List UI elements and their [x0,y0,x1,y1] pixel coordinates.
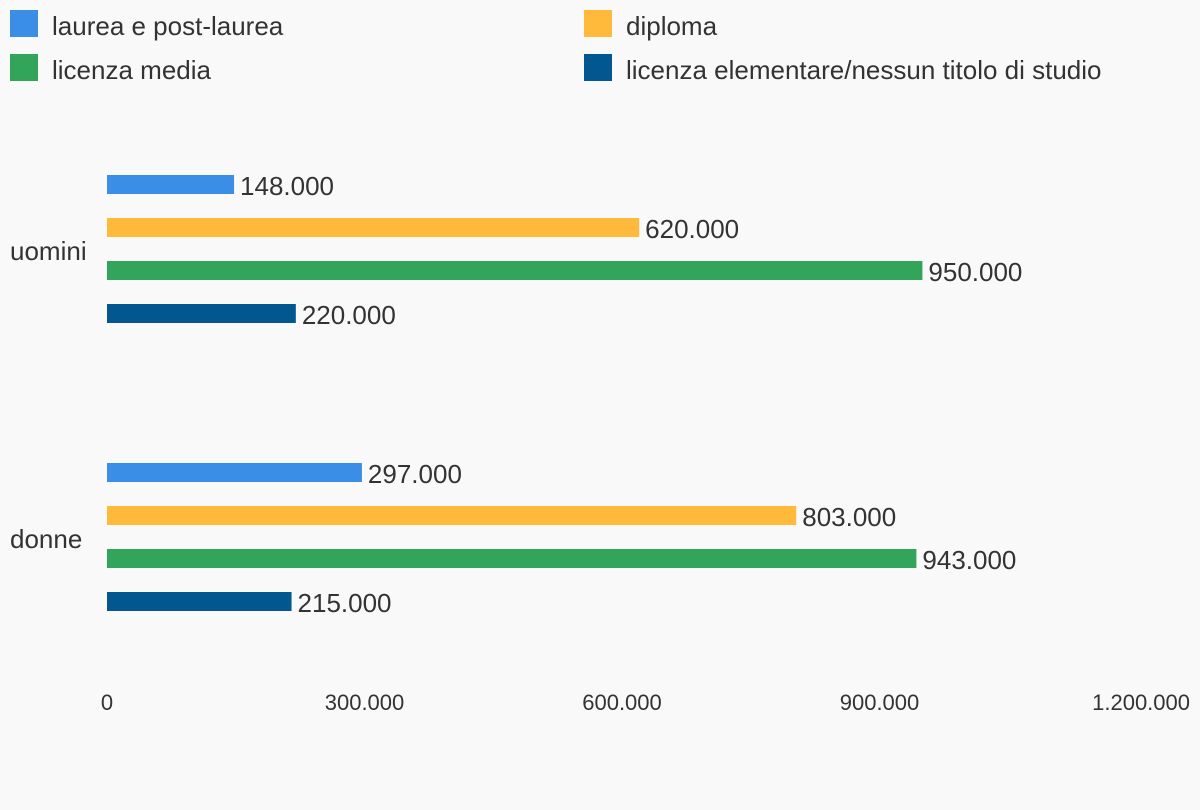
data-label: 215.000 [298,588,392,618]
category-label: donne [10,524,82,554]
legend-item: licenza elementare/nessun titolo di stud… [584,54,1102,85]
data-label: 220.000 [302,300,396,330]
legend-label: laurea e post-laurea [52,11,284,41]
legend-swatch [584,10,612,37]
x-tick-label: 0 [101,690,113,715]
legend-swatch [10,54,38,81]
category-label: uomini [10,236,87,266]
data-label: 943.000 [922,545,1016,575]
x-tick-label: 900.000 [840,690,920,715]
bars [107,175,923,611]
category-labels: uomini donne [10,236,87,554]
legend-label: diploma [626,11,718,41]
x-axis: 0 300.000 600.000 900.000 1.200.000 [101,690,1190,715]
bar [107,506,797,525]
legend: laurea e post-laurea diploma licenza media… [10,10,1102,85]
value-labels: 148.000 620.000 950.000 220.000 297.000 803.0… [240,171,1022,618]
bar [107,218,640,237]
bar [107,304,296,323]
legend-swatch [584,54,612,81]
legend-label: licenza media [52,55,212,85]
x-tick-label: 300.000 [325,690,405,715]
bar [107,549,917,568]
data-label: 620.000 [645,214,739,244]
bar [107,175,235,194]
bar [107,261,923,280]
bar [107,592,292,611]
legend-item: laurea e post-laurea [10,10,284,41]
legend-item: licenza media [10,54,212,85]
legend-label: licenza elementare/nessun titolo di stud… [626,55,1102,85]
bar [107,463,362,482]
data-label: 297.000 [368,459,462,489]
legend-swatch [10,10,38,37]
x-tick-label: 1.200.000 [1092,690,1190,715]
x-tick-label: 600.000 [582,690,662,715]
data-label: 950.000 [928,257,1022,287]
data-label: 803.000 [802,502,896,532]
data-label: 148.000 [240,171,334,201]
legend-item: diploma [584,10,718,41]
